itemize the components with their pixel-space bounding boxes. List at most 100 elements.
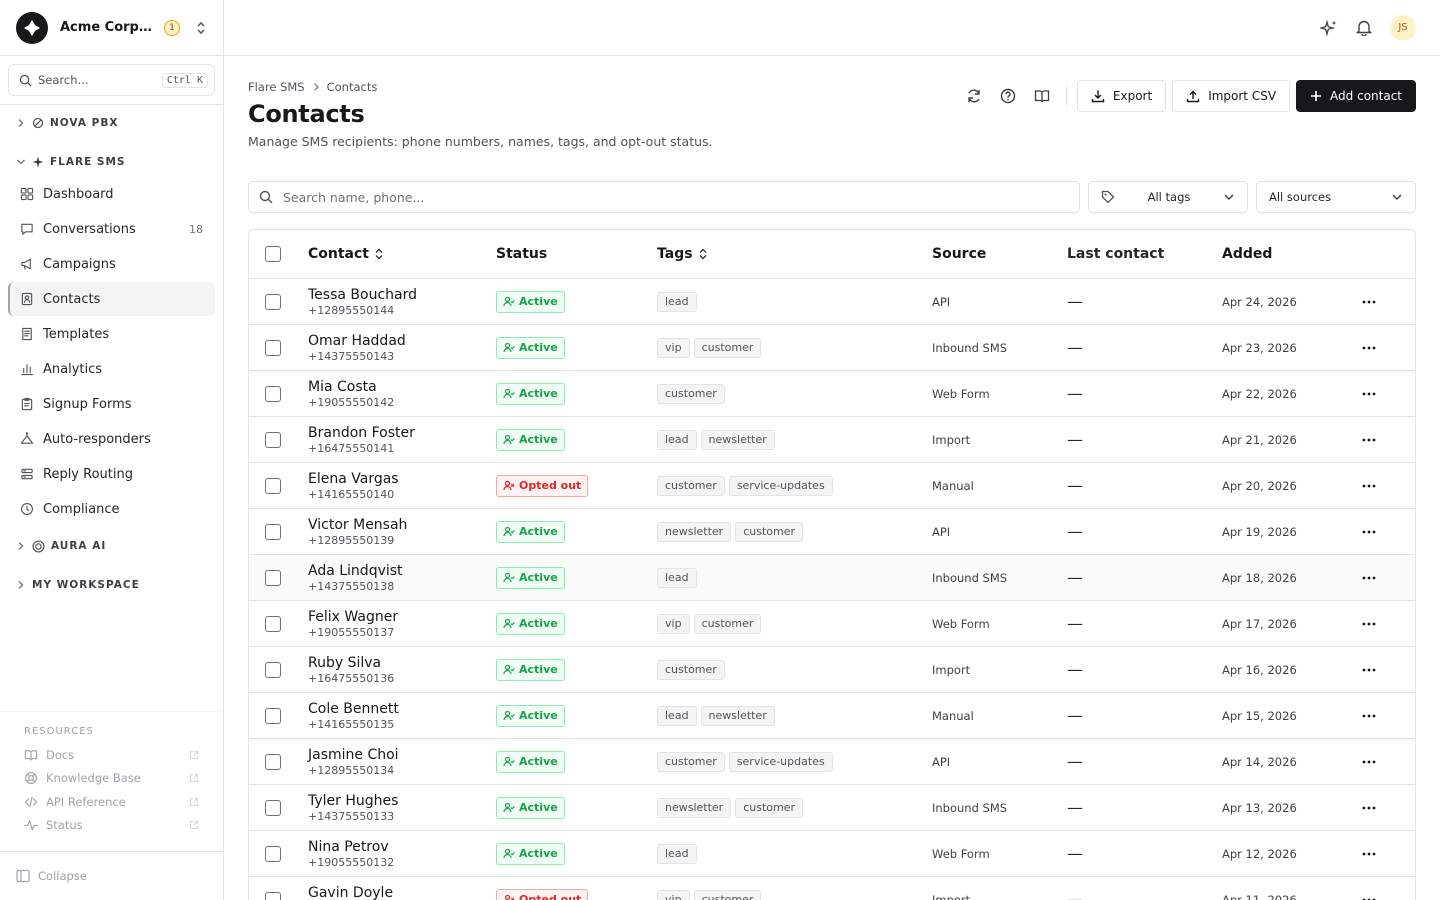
- table-row[interactable]: Ruby Silva +16475550136 Active customer Impo…: [249, 647, 1415, 693]
- resource-link-knowledge-base[interactable]: Knowledge Base: [0, 767, 223, 791]
- user-avatar[interactable]: JS: [1390, 14, 1416, 41]
- sidebar-item-campaigns[interactable]: Campaigns: [8, 247, 215, 281]
- resource-link-docs[interactable]: Docs: [0, 743, 223, 767]
- contact-phone: +14375550138: [308, 579, 395, 593]
- help-icon[interactable]: [994, 80, 1022, 112]
- more-actions-icon[interactable]: [1362, 346, 1376, 350]
- table-row[interactable]: Brandon Foster +16475550141 Active lead news…: [249, 417, 1415, 463]
- ai-sparkles-icon[interactable]: [1320, 19, 1338, 37]
- row-checkbox[interactable]: [265, 799, 281, 816]
- contact-cell[interactable]: Cole Bennett +14165550135: [308, 701, 399, 731]
- more-actions-icon[interactable]: [1362, 668, 1376, 672]
- more-actions-icon[interactable]: [1362, 576, 1376, 580]
- table-row[interactable]: Elena Vargas +14165550140 Opted out custome…: [249, 463, 1415, 509]
- row-checkbox[interactable]: [265, 293, 281, 310]
- collapse-sidebar-button[interactable]: Collapse: [0, 851, 223, 900]
- more-actions-icon[interactable]: [1362, 760, 1376, 764]
- import-csv-button[interactable]: Import CSV: [1172, 80, 1291, 112]
- table-row[interactable]: Omar Haddad +14375550143 Active vip customer…: [249, 325, 1415, 371]
- contact-cell[interactable]: Jasmine Choi +12895550134: [308, 747, 399, 777]
- refresh-icon[interactable]: [960, 80, 988, 112]
- row-checkbox[interactable]: [265, 707, 281, 724]
- add-contact-button[interactable]: Add contact: [1296, 80, 1416, 112]
- org-switcher[interactable]: Acme Corporation 1: [0, 0, 223, 56]
- contact-cell[interactable]: Felix Wagner +19055550137: [308, 609, 398, 639]
- contact-cell[interactable]: Mia Costa +19055550142: [308, 379, 394, 409]
- row-checkbox[interactable]: [265, 569, 281, 586]
- group-flare-sms[interactable]: FLARE SMS: [0, 152, 223, 172]
- more-actions-icon[interactable]: [1362, 852, 1376, 856]
- resource-link-api-reference[interactable]: API Reference: [0, 790, 223, 814]
- row-checkbox[interactable]: [265, 523, 281, 540]
- table-row[interactable]: Jasmine Choi +12895550134 Active customer se…: [249, 739, 1415, 785]
- more-actions-icon[interactable]: [1362, 806, 1376, 810]
- group-aura-ai[interactable]: AURA AI: [0, 536, 223, 556]
- chevrons-up-down-icon[interactable]: [195, 21, 207, 35]
- contact-cell[interactable]: Omar Haddad +14375550143: [308, 333, 406, 363]
- table-row[interactable]: Nina Petrov +19055550132 Active lead Web For…: [249, 831, 1415, 877]
- row-checkbox[interactable]: [265, 753, 281, 770]
- contact-cell[interactable]: Gavin Doyle+16475550131: [308, 885, 394, 900]
- tags-filter-select[interactable]: All tags: [1088, 181, 1248, 213]
- sidebar-item-contacts[interactable]: Contacts: [8, 282, 215, 316]
- contact-cell[interactable]: Brandon Foster +16475550141: [308, 425, 415, 455]
- last-contact-cell: —: [1067, 798, 1083, 817]
- resource-link-status[interactable]: Status: [0, 814, 223, 838]
- sidebar-item-signup-forms[interactable]: Signup Forms: [8, 387, 215, 421]
- group-my-workspace[interactable]: MY WORKSPACE: [0, 575, 223, 595]
- contact-cell[interactable]: Ada Lindqvist +14375550138: [308, 563, 403, 593]
- sidebar-item-conversations[interactable]: Conversations 18: [8, 212, 215, 246]
- sidebar-item-compliance[interactable]: Compliance: [8, 492, 215, 526]
- contact-cell[interactable]: Tyler Hughes +14375550133: [308, 793, 398, 823]
- row-checkbox[interactable]: [265, 891, 281, 900]
- column-contact[interactable]: Contact: [308, 246, 383, 262]
- more-actions-icon[interactable]: [1362, 714, 1376, 718]
- contact-cell[interactable]: Nina Petrov +19055550132: [308, 839, 394, 869]
- table-row[interactable]: Tyler Hughes +14375550133 Active newsletter…: [249, 785, 1415, 831]
- sidebar-item-analytics[interactable]: Analytics: [8, 352, 215, 386]
- group-nova-pbx[interactable]: NOVA PBX: [0, 113, 223, 133]
- sidebar-item-dashboard[interactable]: Dashboard: [8, 177, 215, 211]
- export-button[interactable]: Export: [1076, 80, 1167, 112]
- status-badge: Active: [496, 336, 565, 359]
- table-row[interactable]: Ada Lindqvist +14375550138 Active lead Inbou…: [249, 555, 1415, 601]
- status-cell: Active: [496, 612, 565, 635]
- row-checkbox[interactable]: [265, 845, 281, 862]
- table-row[interactable]: Felix Wagner +19055550137 Active vip custome…: [249, 601, 1415, 647]
- select-all-checkbox[interactable]: [265, 246, 281, 262]
- contact-cell[interactable]: Elena Vargas +14165550140: [308, 471, 399, 501]
- contact-cell[interactable]: Victor Mensah +12895550139: [308, 517, 407, 547]
- contact-cell[interactable]: Tessa Bouchard +12895550144: [308, 287, 417, 317]
- row-checkbox[interactable]: [265, 385, 281, 402]
- sources-filter-select[interactable]: All sources: [1256, 181, 1416, 213]
- row-checkbox[interactable]: [265, 477, 281, 494]
- contact-search-input[interactable]: Search name, phone...: [248, 181, 1080, 213]
- sidebar-item-templates[interactable]: Templates: [8, 317, 215, 351]
- row-checkbox[interactable]: [265, 661, 281, 678]
- table-row[interactable]: Gavin Doyle+16475550131 Opted out vipcusto…: [249, 877, 1415, 900]
- breadcrumb-flare-sms[interactable]: Flare SMS: [248, 80, 305, 94]
- more-actions-icon[interactable]: [1362, 622, 1376, 626]
- more-actions-icon[interactable]: [1362, 392, 1376, 396]
- sidebar-search[interactable]: Search... Ctrl K: [8, 64, 215, 96]
- table-row[interactable]: Tessa Bouchard +12895550144 Active lead API —…: [249, 279, 1415, 325]
- row-checkbox[interactable]: [265, 339, 281, 356]
- row-checkbox[interactable]: [265, 615, 281, 632]
- book-open-icon[interactable]: [1028, 80, 1056, 112]
- bell-icon[interactable]: [1356, 19, 1372, 36]
- table-row[interactable]: Cole Bennett +14165550135 Active lead newsle…: [249, 693, 1415, 739]
- more-actions-icon[interactable]: [1362, 300, 1376, 304]
- row-checkbox[interactable]: [265, 431, 281, 448]
- target-icon: [32, 539, 45, 553]
- table-row[interactable]: Victor Mensah +12895550139 Active newslette…: [249, 509, 1415, 555]
- more-actions-icon[interactable]: [1362, 438, 1376, 442]
- column-status: Status: [496, 246, 548, 262]
- more-actions-icon[interactable]: [1362, 484, 1376, 488]
- status-label: Opted out: [519, 893, 582, 900]
- sidebar-item-reply-routing[interactable]: Reply Routing: [8, 457, 215, 491]
- contact-cell[interactable]: Ruby Silva +16475550136: [308, 655, 394, 685]
- table-row[interactable]: Mia Costa +19055550142 Active customer Web F…: [249, 371, 1415, 417]
- sidebar-item-auto-responders[interactable]: Auto-responders: [8, 422, 215, 456]
- column-tags[interactable]: Tags: [657, 246, 707, 262]
- more-actions-icon[interactable]: [1362, 530, 1376, 534]
